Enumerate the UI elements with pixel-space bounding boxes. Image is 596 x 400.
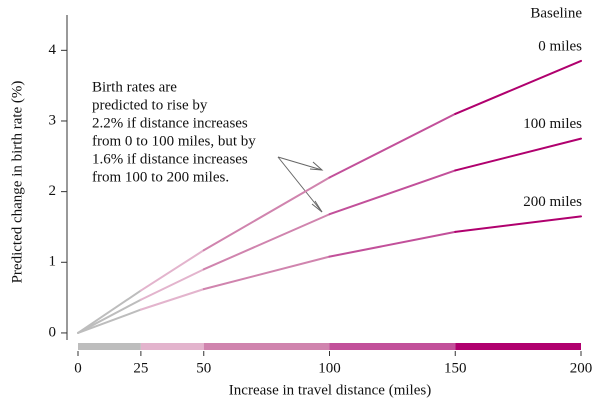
annotation-line: 1.6% if distance increases [92,151,248,167]
distance-band [78,343,141,350]
y-tick-label: 1 [49,254,57,270]
line-segment [328,169,457,216]
x-tick-label: 25 [133,360,148,376]
distance-band [140,343,204,350]
line-segment [202,213,331,271]
line-segment [77,308,142,334]
x-tick-label: 0 [74,360,82,376]
line-segment [139,249,205,292]
annotation-line: 2.2% if distance increases [92,115,248,131]
distance-band [455,343,581,350]
line-segment [202,176,331,252]
y-axis-label: Predicted change in birth rate (%) [9,81,25,284]
x-axis-label: Increase in travel distance (miles) [229,382,431,398]
distance-band [329,343,456,350]
y-tick-label: 2 [49,183,57,199]
x-tick-label: 150 [444,360,467,376]
x-tick-label: 50 [196,360,211,376]
x-tick-label: 100 [318,360,341,376]
annotation-line: predicted to rise by [92,97,208,113]
line-segment [454,215,582,233]
line-segment [77,289,142,334]
y-tick-label: 0 [49,324,57,340]
annotation-line: Birth rates are [92,79,177,95]
x-tick-label: 200 [570,360,593,376]
series-label: 0 miles [538,38,582,54]
distance-band [203,343,330,350]
line-segment [77,298,142,334]
line-segment [139,288,205,311]
annotation-line: from 100 to 200 miles. [92,169,229,185]
series-label: 100 miles [523,116,582,132]
line-segment [328,230,457,258]
annotation-arrows [277,156,324,213]
y-tick-label: 3 [49,112,57,128]
legend-title: Baseline [530,5,582,21]
series-label: 200 miles [523,194,582,210]
y-tick-label: 4 [49,42,57,58]
line-segment [139,268,205,301]
line-segment [202,255,331,291]
annotation-line: from 0 to 100 miles, but by [92,133,256,149]
line-segment [454,59,582,115]
line-segment [454,137,582,172]
line-segment [328,112,457,179]
